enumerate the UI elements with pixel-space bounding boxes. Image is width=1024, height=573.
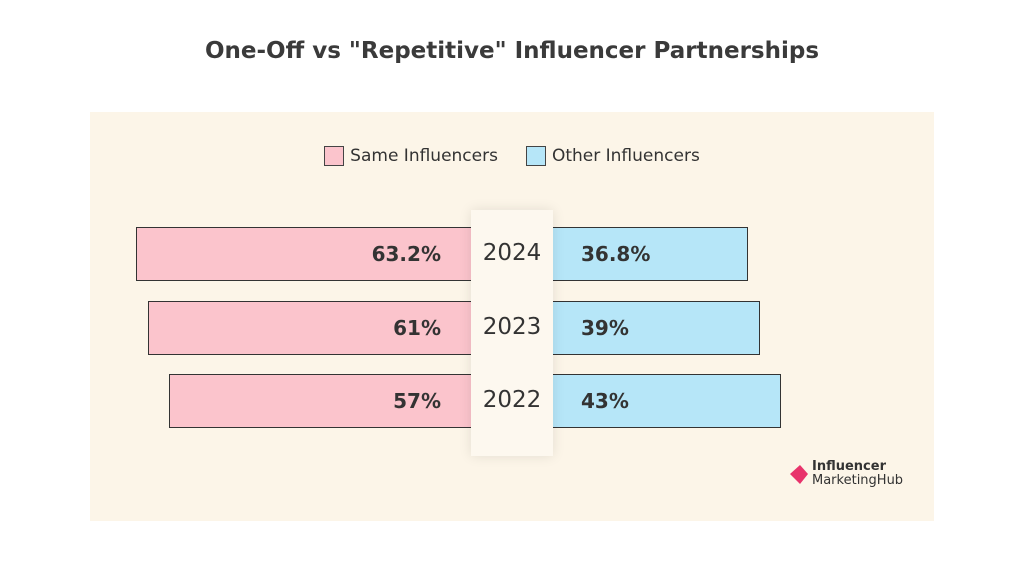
data-label: 57%: [393, 389, 441, 413]
bar-same-2022: 57%: [168, 374, 471, 428]
legend: Same Influencers Other Influencers: [0, 146, 1024, 166]
logo: Influencer MarketingHub: [788, 460, 903, 488]
data-label: 43%: [581, 389, 629, 413]
chart-title: One-Off vs "Repetitive" Influencer Partn…: [204, 38, 820, 64]
year-column: [471, 210, 553, 456]
legend-label: Same Influencers: [350, 146, 498, 166]
legend-item-same: Same Influencers: [324, 146, 498, 166]
data-label: 63.2%: [371, 242, 441, 266]
bar-same-2023: 61%: [147, 301, 471, 355]
logo-icon: [790, 465, 808, 484]
year-label: 2024: [482, 240, 542, 266]
legend-label: Other Influencers: [551, 146, 700, 166]
legend-swatch: [525, 146, 546, 166]
legend-swatch: [324, 146, 345, 166]
bar-other-2024: 36.8%: [553, 227, 749, 281]
bar-other-2023: 39%: [553, 301, 760, 355]
data-label: 36.8%: [581, 242, 651, 266]
year-label: 2022: [482, 387, 542, 413]
logo-line2: MarketingHub: [812, 473, 904, 488]
legend-item-other: Other Influencers: [525, 146, 700, 166]
logo-line1: Influencer: [812, 459, 886, 474]
data-label: 61%: [393, 316, 441, 340]
bar-other-2022: 43%: [553, 374, 781, 428]
data-label: 39%: [581, 316, 629, 340]
year-label: 2023: [482, 314, 542, 340]
bar-same-2024: 63.2%: [136, 227, 471, 281]
